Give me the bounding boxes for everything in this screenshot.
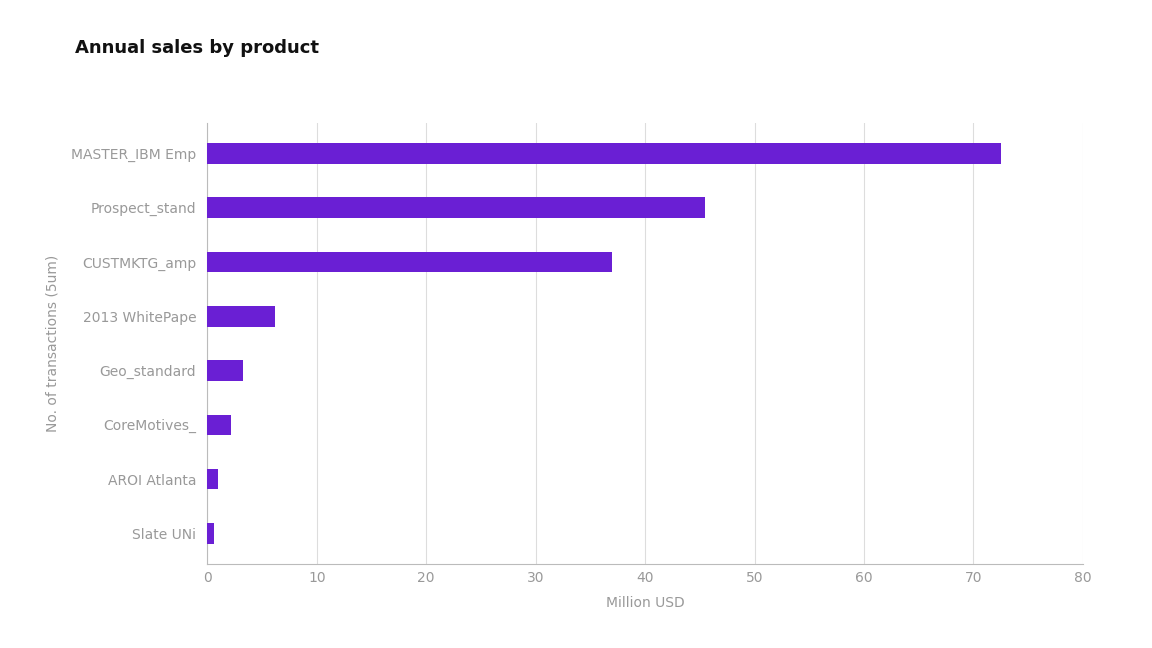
Bar bbox=[207, 415, 232, 435]
Y-axis label: No. of transactions (5um): No. of transactions (5um) bbox=[46, 255, 60, 432]
Bar bbox=[207, 469, 218, 489]
Text: Annual sales by product: Annual sales by product bbox=[75, 39, 319, 57]
Bar bbox=[207, 198, 705, 218]
X-axis label: Million USD: Million USD bbox=[606, 596, 684, 610]
Bar bbox=[207, 360, 243, 381]
Bar bbox=[207, 523, 214, 544]
Bar bbox=[207, 306, 275, 327]
Bar bbox=[207, 251, 612, 272]
Bar bbox=[207, 143, 1001, 164]
